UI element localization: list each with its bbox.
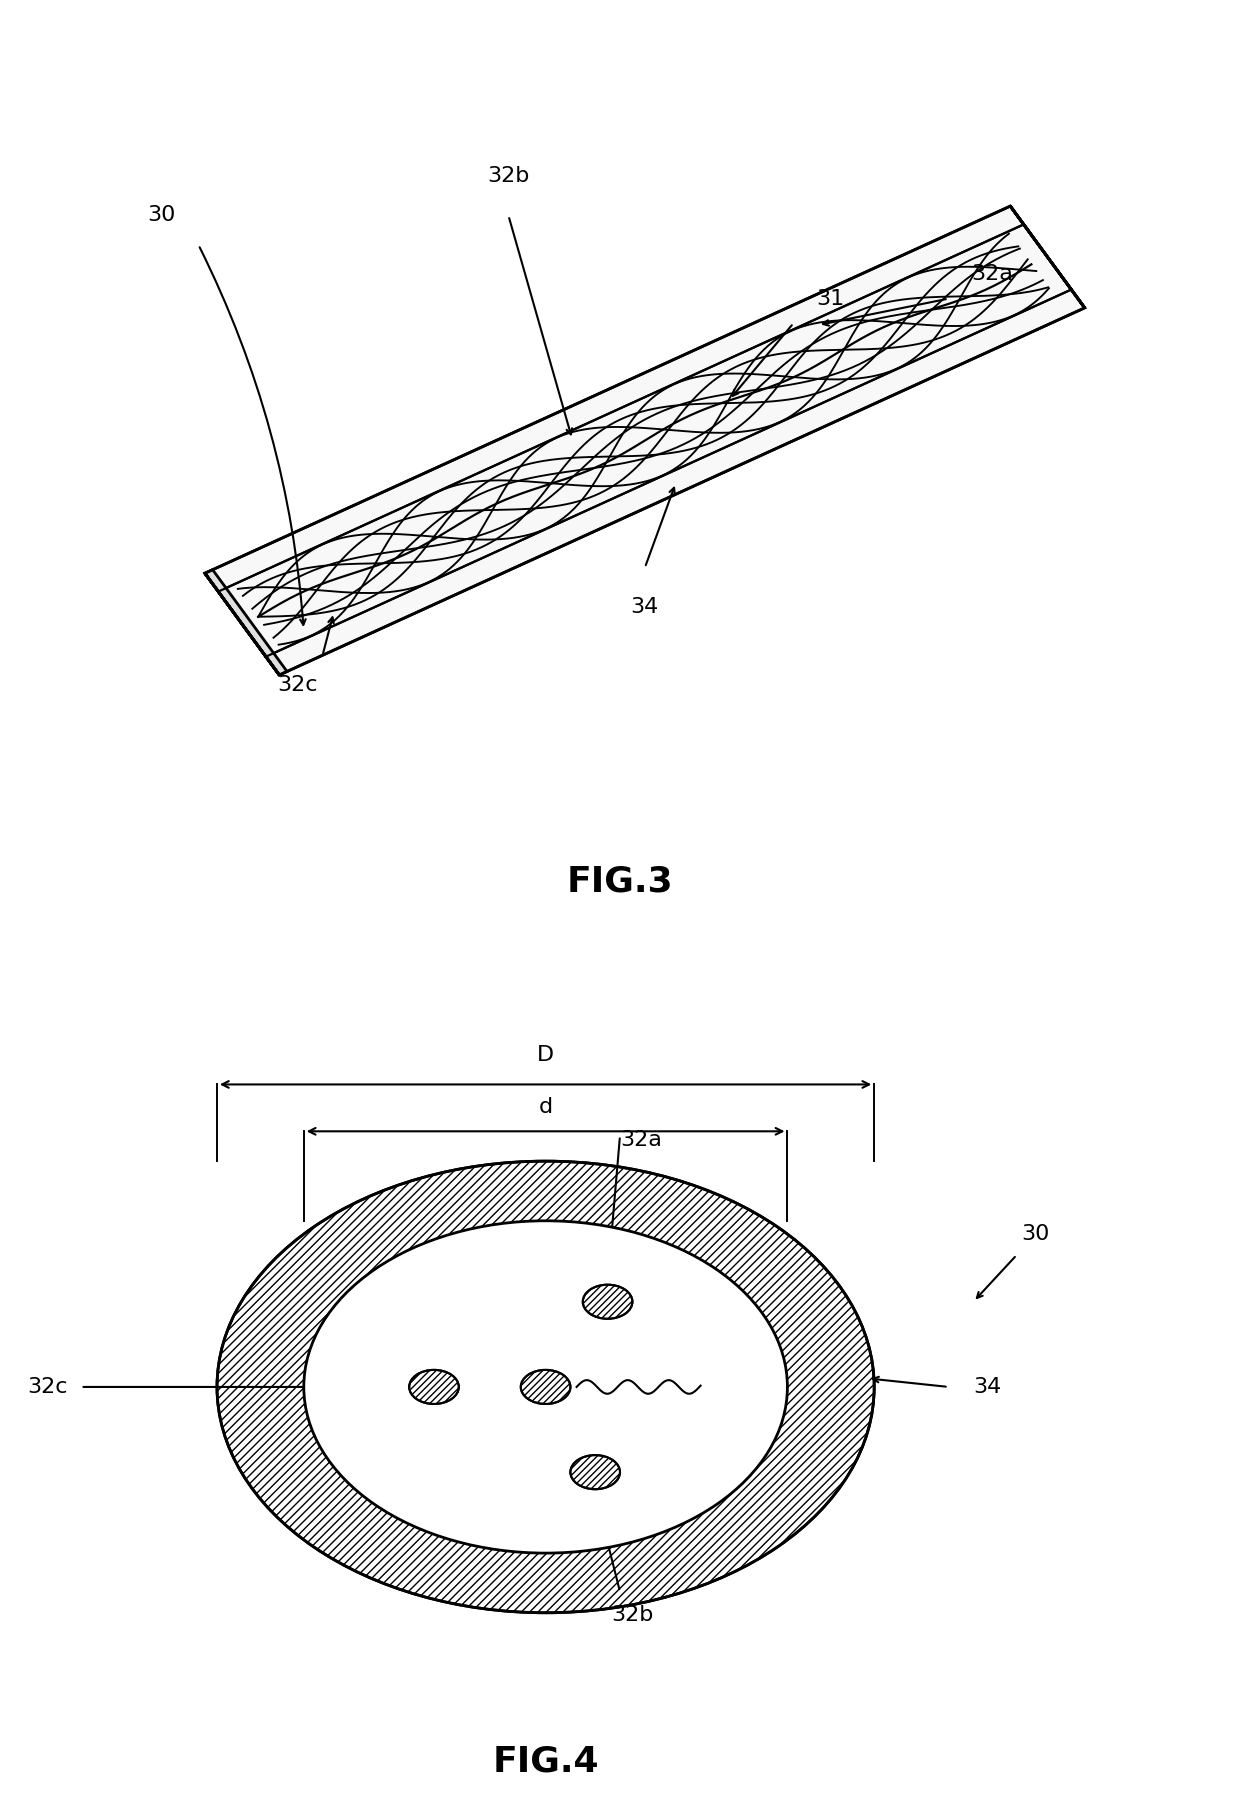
Circle shape (570, 1456, 620, 1488)
Text: 31: 31 (719, 1376, 748, 1398)
Text: 34: 34 (973, 1376, 1002, 1398)
Text: D: D (537, 1044, 554, 1064)
Text: 32c: 32c (27, 1376, 68, 1398)
Circle shape (409, 1371, 459, 1403)
Circle shape (583, 1285, 632, 1318)
Text: FIG.4: FIG.4 (492, 1744, 599, 1779)
Text: 32a: 32a (620, 1129, 662, 1149)
Text: 32a: 32a (971, 265, 1013, 285)
Text: 31: 31 (817, 288, 844, 308)
Text: 32b: 32b (487, 167, 529, 187)
Polygon shape (205, 573, 279, 674)
Polygon shape (205, 573, 279, 674)
Polygon shape (205, 207, 1085, 674)
Circle shape (521, 1371, 570, 1403)
Text: 32b: 32b (611, 1605, 653, 1624)
Polygon shape (1011, 207, 1085, 308)
Circle shape (217, 1160, 874, 1614)
Text: d: d (538, 1097, 553, 1117)
Circle shape (304, 1220, 787, 1554)
Text: 34: 34 (631, 596, 658, 616)
Text: 32c: 32c (278, 674, 317, 696)
Polygon shape (205, 569, 286, 674)
Polygon shape (1011, 207, 1085, 308)
Text: FIG.3: FIG.3 (567, 865, 673, 897)
Text: 30: 30 (1022, 1224, 1049, 1244)
Text: 30: 30 (148, 205, 175, 225)
